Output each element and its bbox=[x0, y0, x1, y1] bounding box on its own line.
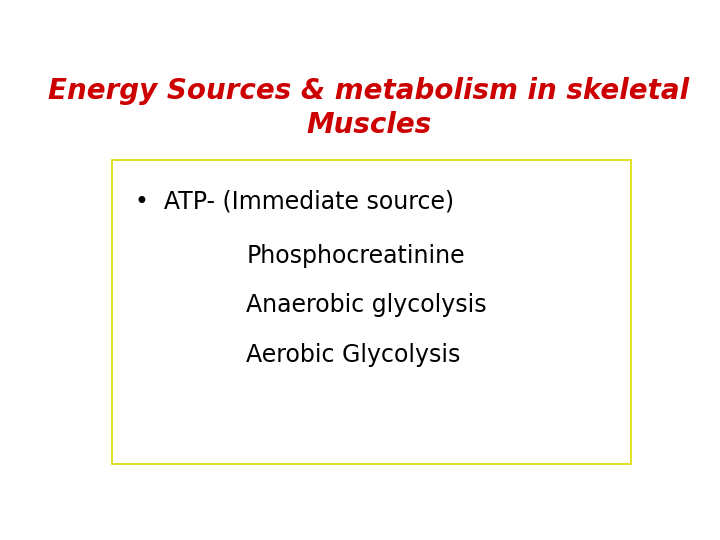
Text: •  ATP- (Immediate source): • ATP- (Immediate source) bbox=[135, 190, 454, 213]
Text: Phosphocreatinine: Phosphocreatinine bbox=[246, 244, 465, 268]
Text: Aerobic Glycolysis: Aerobic Glycolysis bbox=[246, 343, 461, 367]
Text: Anaerobic glycolysis: Anaerobic glycolysis bbox=[246, 294, 487, 318]
FancyBboxPatch shape bbox=[112, 160, 631, 464]
Text: Energy Sources & metabolism in skeletal
Muscles: Energy Sources & metabolism in skeletal … bbox=[48, 77, 690, 139]
